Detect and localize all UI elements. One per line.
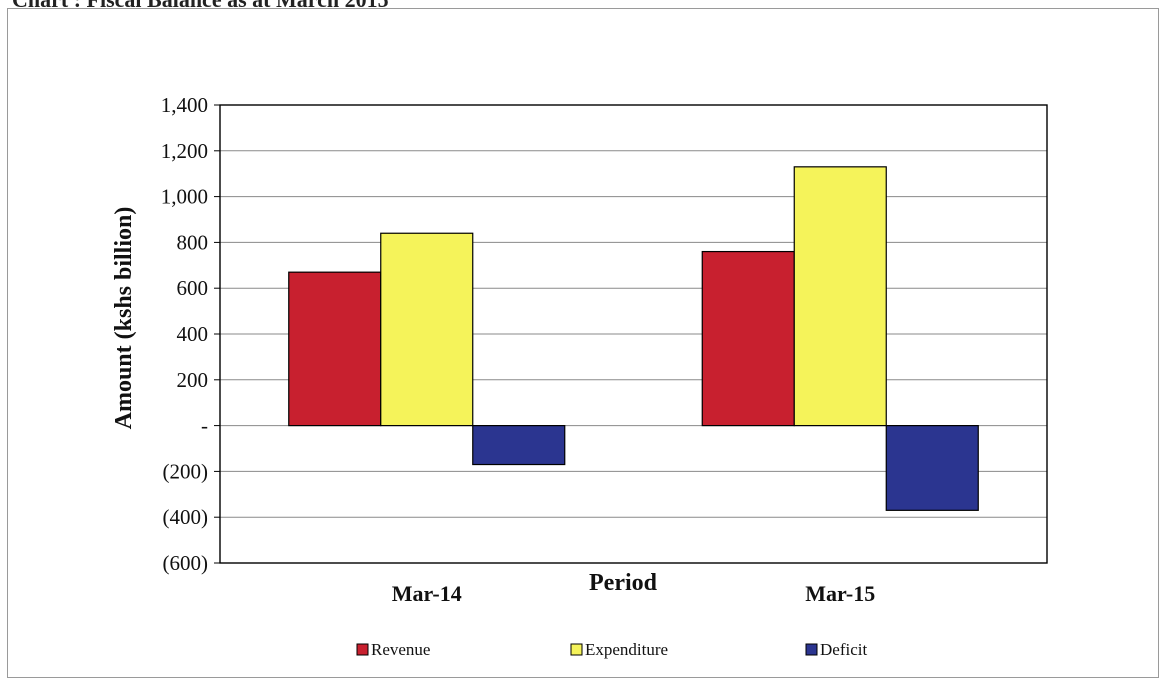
y-tick-label: (200) bbox=[163, 459, 209, 483]
y-tick-label: 1,000 bbox=[161, 185, 208, 209]
x-category-label: Mar-15 bbox=[805, 581, 875, 606]
y-tick-label: (400) bbox=[163, 505, 209, 529]
legend-label-deficit: Deficit bbox=[820, 640, 867, 659]
bar-deficit-mar-15 bbox=[885, 425, 979, 511]
legend-swatch-expenditure bbox=[570, 643, 583, 656]
legend: Revenue Expenditure Deficit bbox=[356, 640, 867, 659]
bar-revenue-mar-14 bbox=[288, 271, 382, 427]
bar-deficit-mar-14 bbox=[472, 425, 566, 466]
y-tick-label: 1,400 bbox=[161, 93, 208, 117]
legend-swatch-deficit bbox=[805, 643, 818, 656]
labels: (600) (400) (200) - 200 400 600 800 1,000 1,200 1,… bbox=[111, 93, 875, 606]
bars bbox=[288, 166, 979, 511]
legend-label-expenditure: Expenditure bbox=[585, 640, 668, 659]
y-tick-label: 200 bbox=[177, 368, 209, 392]
y-axis-title: Amount (kshs billion) bbox=[111, 207, 137, 430]
y-tick-label: (600) bbox=[163, 551, 209, 575]
y-tick-label: - bbox=[201, 414, 208, 438]
plot-border bbox=[219, 104, 1048, 564]
bar-revenue-mar-15 bbox=[701, 250, 795, 427]
x-axis-title: Period bbox=[589, 570, 658, 596]
y-tick-label: 600 bbox=[177, 276, 209, 300]
y-tick-label: 1,200 bbox=[161, 139, 208, 163]
page-title: Chart : Fiscal Balance as at March 2015 bbox=[12, 0, 389, 12]
bar-expenditure-mar-15 bbox=[793, 166, 887, 427]
axes bbox=[214, 104, 1048, 564]
y-tick-label: 800 bbox=[177, 230, 209, 254]
bar-expenditure-mar-14 bbox=[380, 232, 474, 427]
x-category-label: Mar-14 bbox=[392, 581, 462, 606]
legend-label-revenue: Revenue bbox=[371, 640, 430, 659]
y-tick-label: 400 bbox=[177, 322, 209, 346]
legend-swatch-revenue bbox=[356, 643, 369, 656]
chart-frame bbox=[7, 8, 1159, 678]
